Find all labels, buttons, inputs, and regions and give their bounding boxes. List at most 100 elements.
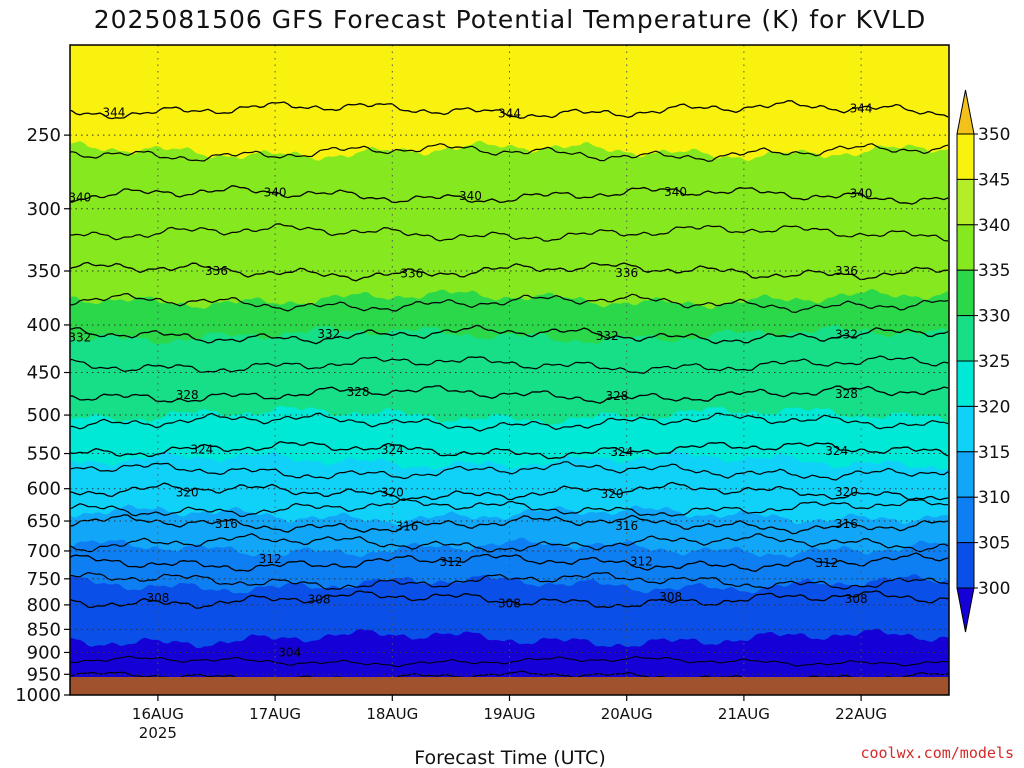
contour-label: 312 [259,552,282,566]
isentrope-332 [70,324,949,345]
x-axis-label: Forecast Time (UTC) [414,747,605,768]
contour-label: 320 [381,485,404,499]
contour-label: 340 [850,186,873,200]
isentrope-310 [70,571,949,590]
colorbar-label: 300 [978,579,1010,599]
contour-label: 324 [610,445,633,459]
y-tick-label: 500 [27,405,61,426]
isentrope-314 [70,533,949,553]
contour-label: 340 [664,185,687,199]
contour-label: 336 [400,266,423,280]
colorbar-segment [956,315,975,362]
contour-label: 324 [381,443,404,457]
y-tick-label: 550 [27,444,61,465]
y-tick-label: 450 [27,363,61,384]
isentrope-334 [70,292,949,314]
colorbar-underflow-triangle [956,587,975,633]
y-tick-label: 900 [27,642,61,663]
x-tick-label: 17AUG [249,705,301,723]
contour-label: 336 [835,264,858,278]
contour-label: 308 [659,590,682,604]
contour-label: 336 [615,266,638,280]
colorbar-segment [956,178,975,226]
y-tick-label: 800 [27,595,61,616]
isentrope-338 [70,223,949,242]
ground-surface [70,677,949,695]
colorbar-segment [956,269,975,317]
contour-label: 316 [215,517,238,531]
contour-label: 316 [835,517,858,531]
contour-label: 336 [205,264,228,278]
y-tick-label: 400 [27,315,61,336]
contour-label: 332 [596,329,619,343]
colorbar-label: 340 [978,216,1010,236]
contour-label: 308 [146,591,169,605]
y-tick-label: 300 [27,199,61,220]
isentrope-316 [70,514,949,535]
contour-label: 320 [601,487,624,501]
y-tick-label: 700 [27,541,61,562]
x-tick-sublabel: 2025 [139,724,177,742]
colorbar-label: 310 [978,488,1010,508]
contour-label: 312 [630,555,653,569]
x-tick-label: 19AUG [484,705,536,723]
contour-label: 324 [825,444,848,458]
surface-contour [70,655,949,668]
isentrope-344 [70,100,949,120]
contour-label: 332 [317,327,340,341]
contour-label: 320 [176,486,199,500]
contour-label: 340 [68,191,91,205]
contour-label: 308 [498,596,521,610]
colorbar-segment [956,496,975,544]
contour-label: 332 [68,330,91,344]
contour-label: 316 [395,519,418,533]
colorbar-label: 315 [978,443,1010,463]
y-tick-label: 750 [27,569,61,590]
x-tick-label: 20AUG [601,705,653,723]
contour-label: 304 [278,645,301,659]
colorbar-label: 335 [978,261,1010,281]
isentrope-lines [70,100,949,695]
isentrope-330 [70,355,949,374]
isentrope-326 [70,412,949,432]
y-tick-label: 250 [27,125,61,146]
isentrope-318 [70,498,948,517]
contour-label: 312 [439,555,462,569]
colorbar-segment [956,360,975,407]
credit-text: coolwx.com/models [860,744,1014,762]
contour-label: 344 [850,101,873,115]
x-tick-label: 21AUG [718,705,770,723]
isentrope-336 [70,261,948,282]
colorbar-label: 325 [978,352,1010,372]
plot-area: 344 344 344 340 340 340 340 340 336 336 336 336 332 3… [68,45,949,695]
x-tick-label: 16AUG [132,705,184,723]
contour-label: 328 [176,388,199,402]
isentrope-328 [70,385,949,404]
colorbar-overflow-triangle [956,89,975,135]
colorbar-segment [956,542,975,589]
contour-label: 312 [815,556,838,570]
isentrope-320 [70,481,949,502]
colorbar-label: 330 [978,307,1010,327]
contour-label: 332 [835,328,858,342]
y-tick-label: 600 [27,479,61,500]
isentrope-308 [70,590,949,609]
colorbar-label: 345 [978,170,1010,190]
y-axis: 2503003504004505005506006507007508008509… [15,125,70,706]
isentrope-312 [70,552,949,572]
isentrope-322 [70,461,949,481]
y-tick-label: 850 [27,619,61,640]
contour-label: 328 [347,385,370,399]
contour-label: 324 [190,442,213,456]
grid-lines [70,45,949,695]
contour-label: 316 [615,519,638,533]
colorbar-label: 320 [978,397,1010,417]
contour-label: 320 [835,485,858,499]
y-tick-label: 1000 [15,685,61,706]
colorbar-label: 305 [978,534,1010,554]
contour-labels: 344 344 344 340 340 340 340 340 336 336 336 336 332 3… [68,101,873,659]
colorbar-segment [956,405,975,453]
y-tick-label: 950 [27,664,61,685]
isentrope-324 [70,441,949,460]
